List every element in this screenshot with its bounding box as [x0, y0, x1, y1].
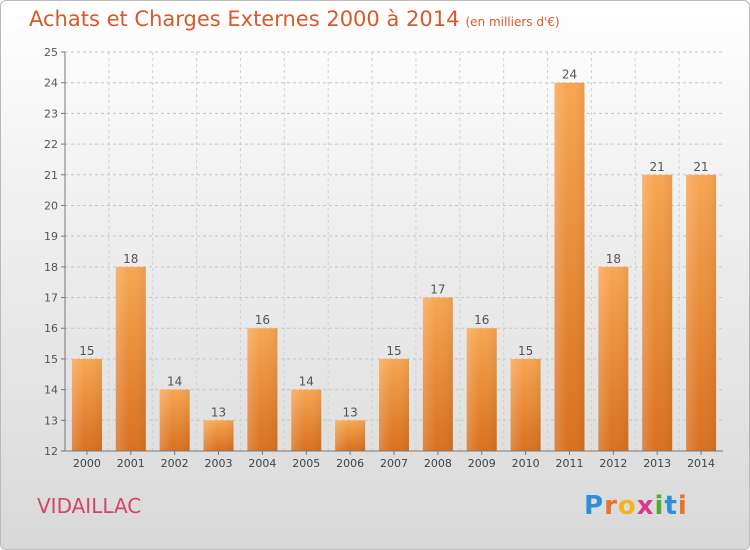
bar-value-label: 15 [79, 344, 94, 358]
bar-value-label: 14 [299, 375, 314, 389]
x-tick-label: 2013 [643, 457, 671, 470]
bar-value-label: 21 [650, 160, 665, 174]
y-tick-label: 12 [44, 445, 58, 458]
bar-shine [686, 174, 717, 451]
bar-value-label: 16 [474, 313, 489, 327]
y-tick-label: 22 [44, 138, 58, 151]
bar-value-label: 21 [693, 160, 708, 174]
bar-shine [642, 174, 673, 451]
y-tick-label: 24 [44, 77, 58, 90]
axis-layer: 12 13 14 15 16 17 18 19 20 21 22 23 24 25 2000 2001 2002… [44, 46, 723, 470]
logo-letter: i [677, 491, 688, 521]
bar-shine [71, 358, 102, 451]
bar-shine [247, 328, 278, 451]
x-tick-label: 2000 [73, 457, 101, 470]
bar-value-label: 13 [211, 405, 226, 419]
bar-shine [115, 266, 146, 451]
y-tick-label: 18 [44, 261, 58, 274]
bar-value-label: 18 [123, 252, 138, 266]
commune-name: VIDAILLAC [37, 494, 142, 518]
bar-value-label: 15 [518, 344, 533, 358]
x-tick-label: 2014 [687, 457, 715, 470]
bar-shine [466, 328, 497, 451]
bar-shine [510, 358, 541, 451]
bar-shine [203, 420, 234, 451]
logo-letter: P [584, 491, 605, 521]
logo-letter: x [636, 491, 655, 521]
bar-shine [598, 266, 629, 451]
logo-letter: i [654, 491, 665, 521]
x-tick-label: 2002 [161, 457, 189, 470]
x-tick-label: 2004 [248, 457, 276, 470]
bar-value-label: 14 [167, 375, 182, 389]
x-tick-label: 2008 [424, 457, 452, 470]
chart-title: Achats et Charges Externes 2000 à 2014 (e… [29, 7, 560, 31]
bar-value-label: 17 [430, 283, 445, 297]
chart-title-text: Achats et Charges Externes 2000 à 2014 [29, 7, 460, 31]
logo-letter: t [664, 491, 678, 521]
y-tick-label: 25 [44, 46, 58, 59]
bar-shine [159, 389, 190, 451]
y-tick-label: 23 [44, 107, 58, 120]
bar-shine [422, 297, 453, 451]
logo-letter: r [604, 491, 618, 521]
y-tick-label: 14 [44, 384, 58, 397]
bar-value-label: 16 [255, 313, 270, 327]
x-tick-label: 2007 [380, 457, 408, 470]
x-tick-label: 2006 [336, 457, 364, 470]
x-tick-label: 2009 [468, 457, 496, 470]
y-tick-label: 16 [44, 322, 58, 335]
bar-shine [291, 389, 322, 451]
x-tick-label: 2010 [512, 457, 540, 470]
x-tick-label: 2011 [555, 457, 583, 470]
bars-layer: 15 18 14 13 16 14 13 15 17 16 15 24 18 21 21 [71, 68, 717, 451]
y-tick-label: 19 [44, 230, 58, 243]
bar-shine [335, 420, 366, 451]
x-tick-label: 2003 [205, 457, 233, 470]
bar-shine [379, 358, 409, 451]
bar-value-label: 13 [342, 405, 357, 419]
y-tick-label: 21 [44, 169, 58, 182]
logo-letter: o [617, 491, 637, 521]
x-tick-label: 2005 [292, 457, 320, 470]
y-tick-label: 15 [44, 353, 58, 366]
bar-value-label: 24 [562, 68, 577, 82]
bar-shine [554, 82, 585, 451]
x-tick-label: 2001 [117, 457, 145, 470]
x-tick-label: 2012 [599, 457, 627, 470]
proxiti-logo: Proxiti [584, 491, 688, 521]
y-tick-label: 20 [44, 199, 58, 212]
y-tick-label: 13 [44, 414, 58, 427]
y-tick-label: 17 [44, 292, 58, 305]
bar-value-label: 18 [606, 252, 621, 266]
chart-subtitle: (en milliers d'€) [465, 15, 560, 29]
bar-value-label: 15 [386, 344, 401, 358]
